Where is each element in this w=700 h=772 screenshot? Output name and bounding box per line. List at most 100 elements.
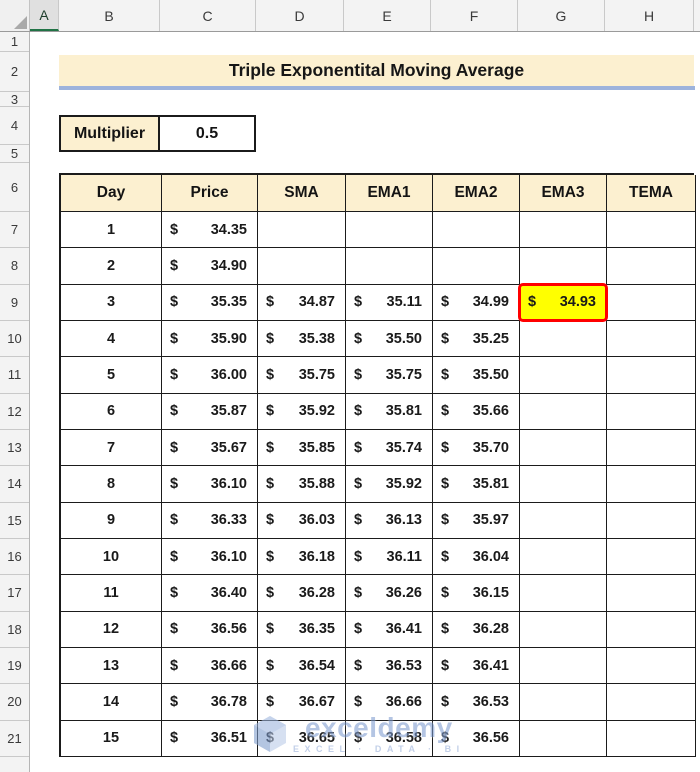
row-header-16[interactable]: 16: [0, 538, 29, 576]
cell-tema[interactable]: [607, 212, 696, 249]
cell-tema[interactable]: [607, 429, 696, 467]
column-header-H[interactable]: H: [605, 0, 694, 31]
cell-sma[interactable]: [258, 248, 346, 285]
cell-ema2[interactable]: [433, 248, 520, 285]
row-header-10[interactable]: 10: [0, 320, 29, 358]
cell-tema[interactable]: [607, 502, 696, 539]
cell-price[interactable]: $36.33: [162, 502, 258, 539]
cell-sma[interactable]: $36.28: [258, 575, 346, 612]
cell-ema2[interactable]: $35.97: [433, 502, 520, 539]
cell-ema2[interactable]: $36.56: [433, 720, 520, 757]
cell-day[interactable]: 10: [61, 538, 162, 576]
cell-price[interactable]: $35.87: [162, 393, 258, 430]
cell-ema3[interactable]: [520, 611, 607, 648]
cell-ema2[interactable]: $36.28: [433, 611, 520, 648]
cell-ema3[interactable]: [520, 320, 607, 358]
cell-tema[interactable]: [607, 647, 696, 685]
cell-ema3[interactable]: [520, 575, 607, 612]
cell-sma[interactable]: $35.75: [258, 357, 346, 394]
cell-sma[interactable]: $36.54: [258, 647, 346, 685]
cell-day[interactable]: 3: [61, 284, 162, 321]
cell-ema2[interactable]: $34.99: [433, 284, 520, 321]
row-header-17[interactable]: 17: [0, 575, 29, 612]
row-header-2[interactable]: 2: [0, 52, 29, 92]
cell-price[interactable]: $36.78: [162, 684, 258, 721]
cell-sma[interactable]: $36.65: [258, 720, 346, 757]
cell-day[interactable]: 1: [61, 212, 162, 249]
cell-ema3[interactable]: [520, 429, 607, 467]
cell-ema3[interactable]: [520, 357, 607, 394]
row-header-19[interactable]: 19: [0, 647, 29, 685]
multiplier-label-cell[interactable]: Multiplier: [59, 115, 160, 152]
cell-price[interactable]: $36.40: [162, 575, 258, 612]
cell-day[interactable]: 5: [61, 357, 162, 394]
cell-sma[interactable]: $35.38: [258, 320, 346, 358]
cell-day[interactable]: 9: [61, 502, 162, 539]
column-header-cell-tema[interactable]: TEMA: [607, 175, 696, 212]
row-header-1[interactable]: 1: [0, 32, 29, 52]
cell-tema[interactable]: [607, 684, 696, 721]
cell-sma[interactable]: $35.85: [258, 429, 346, 467]
cell-day[interactable]: 12: [61, 611, 162, 648]
cell-sma[interactable]: [258, 212, 346, 249]
cell-ema3[interactable]: [520, 248, 607, 285]
cell-ema1[interactable]: [346, 248, 433, 285]
row-header-8[interactable]: 8: [0, 248, 29, 285]
cell-ema2[interactable]: $36.41: [433, 647, 520, 685]
cell-ema2[interactable]: $35.81: [433, 466, 520, 503]
row-header-9[interactable]: 9: [0, 284, 29, 321]
row-header-7[interactable]: 7: [0, 212, 29, 249]
cell-day[interactable]: 4: [61, 320, 162, 358]
cell-ema1[interactable]: $36.26: [346, 575, 433, 612]
row-header-15[interactable]: 15: [0, 502, 29, 539]
cell-price[interactable]: $36.10: [162, 538, 258, 576]
cell-sma[interactable]: $36.67: [258, 684, 346, 721]
cell-ema2[interactable]: $35.66: [433, 393, 520, 430]
column-header-cell-day[interactable]: Day: [61, 175, 162, 212]
cell-price[interactable]: $35.67: [162, 429, 258, 467]
title-banner-cell[interactable]: Triple Exponentital Moving Average: [59, 55, 694, 86]
cell-sma[interactable]: $35.92: [258, 393, 346, 430]
cell-ema3[interactable]: [520, 720, 607, 757]
cell-price[interactable]: $34.35: [162, 212, 258, 249]
cell-tema[interactable]: [607, 357, 696, 394]
cell-price[interactable]: $34.90: [162, 248, 258, 285]
cell-tema[interactable]: [607, 248, 696, 285]
column-header-cell-ema2[interactable]: EMA2: [433, 175, 520, 212]
cell-day[interactable]: 6: [61, 393, 162, 430]
cell-ema1[interactable]: $36.13: [346, 502, 433, 539]
cell-ema3[interactable]: [520, 212, 607, 249]
row-header-3[interactable]: 3: [0, 92, 29, 107]
cell-ema1[interactable]: $36.66: [346, 684, 433, 721]
cell-ema1[interactable]: $36.11: [346, 538, 433, 576]
column-header-E[interactable]: E: [344, 0, 431, 31]
cell-price[interactable]: $36.51: [162, 720, 258, 757]
cell-price[interactable]: $35.35: [162, 284, 258, 321]
cell-ema3[interactable]: [520, 502, 607, 539]
cell-ema1[interactable]: $35.92: [346, 466, 433, 503]
cell-ema1[interactable]: $36.53: [346, 647, 433, 685]
column-header-C[interactable]: C: [160, 0, 256, 31]
cell-ema3[interactable]: [520, 647, 607, 685]
cell-ema1[interactable]: $35.11: [346, 284, 433, 321]
cell-ema2[interactable]: $36.04: [433, 538, 520, 576]
row-header-11[interactable]: 11: [0, 357, 29, 394]
row-header-14[interactable]: 14: [0, 466, 29, 503]
cell-ema2[interactable]: $36.53: [433, 684, 520, 721]
column-header-cell-ema3[interactable]: EMA3: [520, 175, 607, 212]
cell-tema[interactable]: [607, 320, 696, 358]
cell-ema2[interactable]: $35.70: [433, 429, 520, 467]
cell-price[interactable]: $36.56: [162, 611, 258, 648]
cell-day[interactable]: 14: [61, 684, 162, 721]
row-header-21[interactable]: 21: [0, 720, 29, 757]
cell-day[interactable]: 13: [61, 647, 162, 685]
row-header-18[interactable]: 18: [0, 611, 29, 648]
cell-sma[interactable]: $36.18: [258, 538, 346, 576]
column-header-B[interactable]: B: [59, 0, 160, 31]
cell-day[interactable]: 8: [61, 466, 162, 503]
column-header-A[interactable]: A: [30, 0, 59, 31]
cell-ema1[interactable]: $36.41: [346, 611, 433, 648]
cell-ema1[interactable]: $35.75: [346, 357, 433, 394]
multiplier-value-cell[interactable]: 0.5: [160, 115, 256, 152]
cell-day[interactable]: 7: [61, 429, 162, 467]
